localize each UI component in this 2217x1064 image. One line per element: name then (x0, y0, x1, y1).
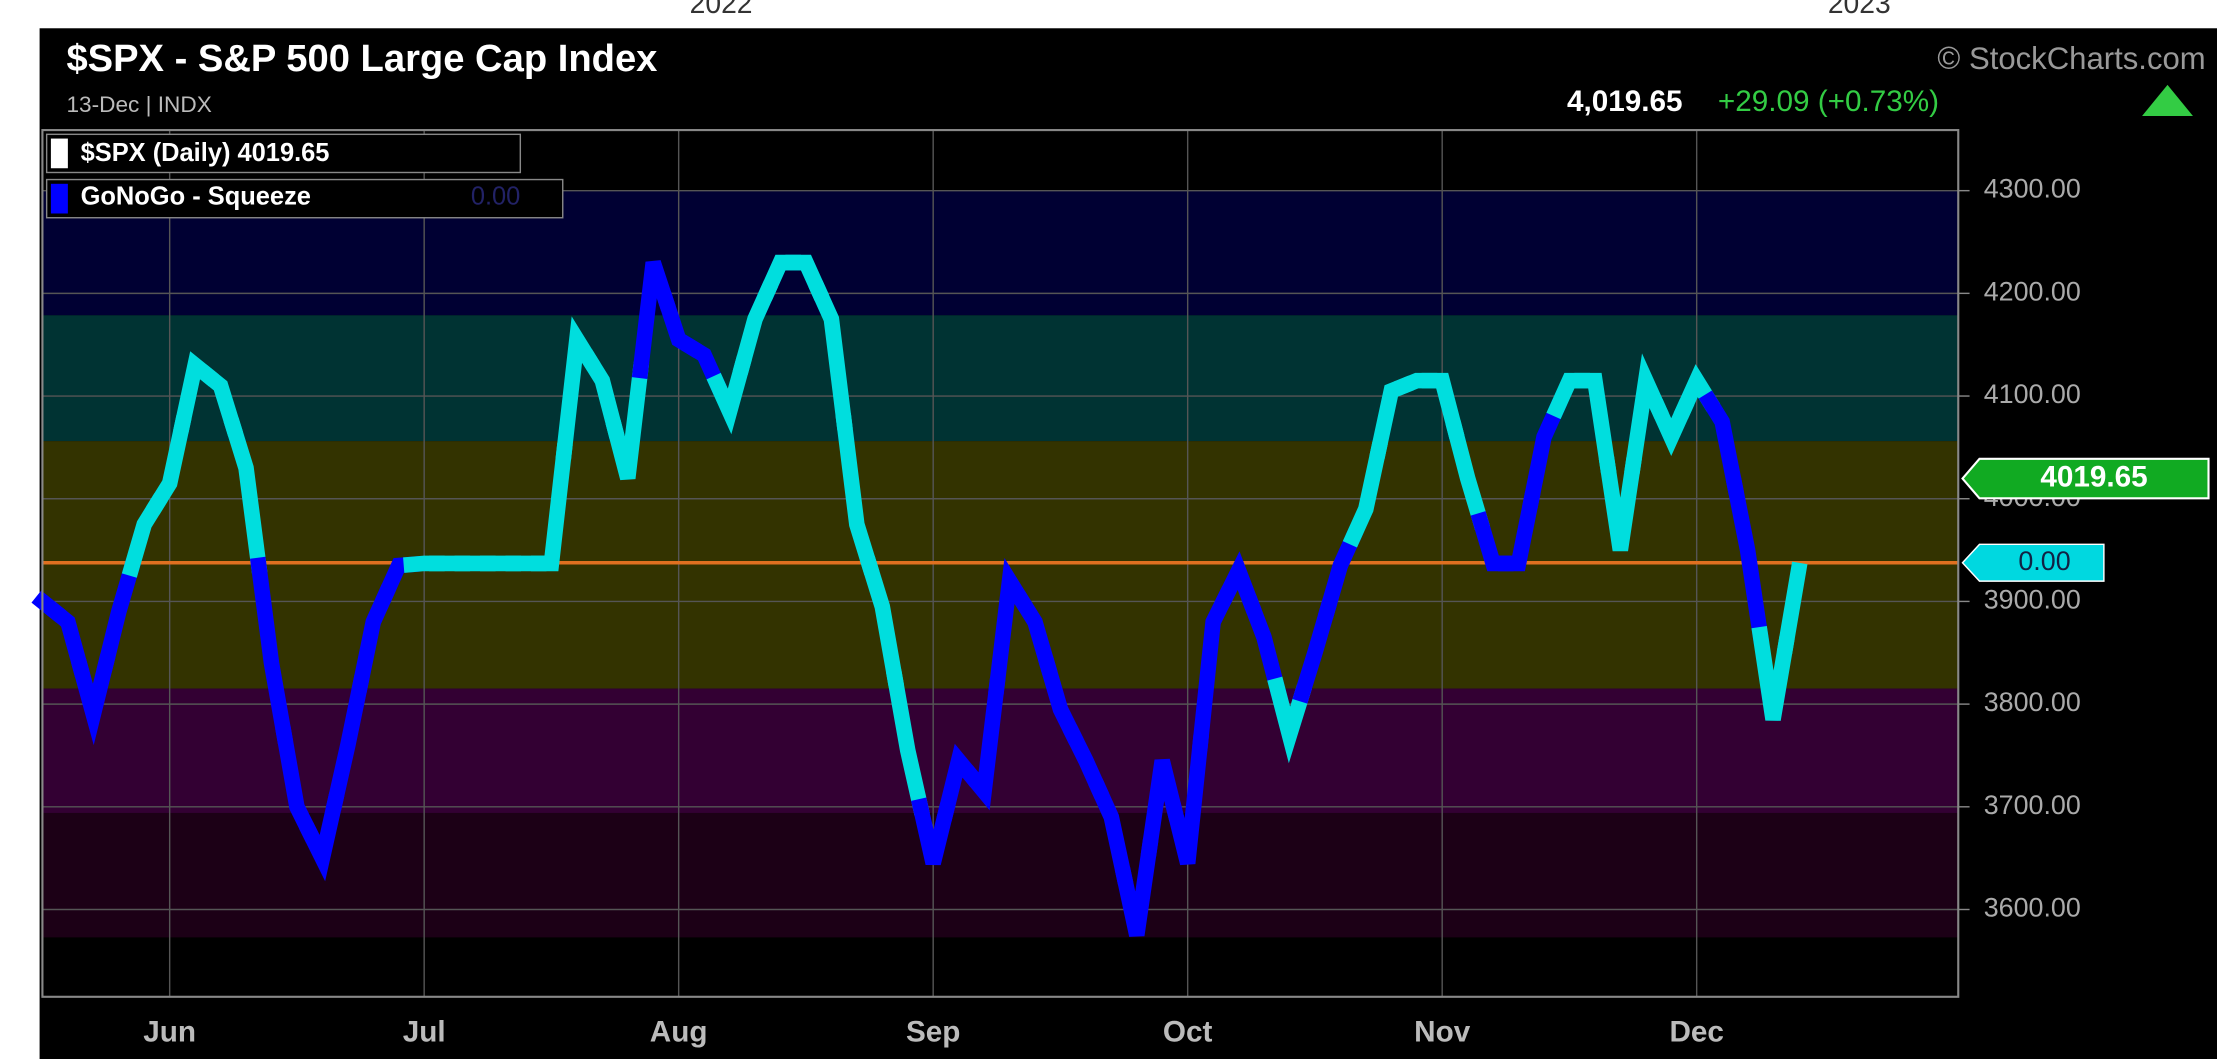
squeeze-tag-label: 0.00 (2018, 546, 2070, 576)
price-segment (808, 280, 853, 431)
price-segment (1140, 758, 1185, 857)
price-segment (988, 557, 1033, 695)
price-segment (250, 556, 294, 744)
price-segment (732, 280, 779, 375)
price-segment (1318, 526, 1364, 619)
price-change: +29.09 (+0.73%) (1718, 85, 1939, 118)
price-segment (1574, 372, 1617, 475)
price-segment (605, 361, 650, 481)
price-segment (785, 254, 829, 302)
x-tick-label: Jun (143, 1015, 196, 1048)
price-tag-label: 4019.65 (2040, 460, 2147, 493)
price-segment (71, 653, 116, 746)
price-segment (96, 558, 142, 673)
up-arrow (2142, 84, 2193, 116)
y-tick-label: 3800.00 (1984, 687, 2081, 717)
x-tick-label: Sep (906, 1015, 960, 1048)
price-segment (911, 797, 956, 866)
price-segment (1522, 398, 1567, 510)
legend-box (45, 133, 522, 174)
price-segment (1241, 593, 1287, 696)
price-segment (299, 792, 345, 882)
price-segment (1088, 778, 1134, 886)
price-segment (146, 415, 192, 515)
price-segment (1498, 491, 1541, 572)
price-segment (1624, 353, 1669, 475)
price-segment (1114, 839, 1159, 937)
price-segment (325, 674, 370, 811)
price-segment (1598, 456, 1642, 552)
legend-box (45, 178, 564, 219)
x-tick-label: Nov (1414, 1015, 1471, 1048)
y-tick-label: 4300.00 (1984, 174, 2081, 204)
y-tick-label: 3700.00 (1984, 790, 2081, 820)
y-tick-label: 3600.00 (1984, 893, 2081, 923)
last-price: 4,019.65 (1567, 85, 1683, 118)
price-segment (1648, 398, 1695, 457)
price-segment (1038, 655, 1084, 746)
price-segment (578, 349, 625, 439)
price-tag (1961, 457, 2210, 500)
price-segment (275, 725, 321, 843)
price-segment (835, 413, 880, 576)
y-tick-label: 4200.00 (1984, 276, 2081, 306)
price-segment (706, 355, 752, 435)
legend: $SPX (Daily) 4019.65 GoNoGo - Squeeze 0.… (45, 133, 564, 219)
price-segment (1673, 364, 1721, 420)
price-segment (1776, 561, 1808, 655)
y-tick-label: 4100.00 (1984, 379, 2081, 409)
price-segment (1267, 676, 1312, 764)
year-label: 2023 (1828, 0, 1891, 19)
price-segment (1751, 625, 1795, 721)
price-segment (1191, 585, 1237, 752)
legend-value: 0.00 (471, 183, 521, 211)
price-segment (555, 316, 601, 461)
price-segment (885, 669, 930, 817)
price-segment (351, 583, 397, 693)
x-tick-label: Dec (1669, 1015, 1723, 1048)
legend-label: GoNoGo - Squeeze (81, 183, 311, 211)
price-segment (1725, 476, 1770, 644)
legend-swatch (50, 138, 68, 169)
price-segment (631, 260, 676, 380)
price-segment (1165, 734, 1209, 866)
price-segment (1062, 724, 1109, 800)
price-segment (530, 442, 573, 572)
x-tick-label: Aug (650, 1015, 708, 1048)
zone-band (42, 812, 1959, 938)
price-segment (1445, 419, 1491, 531)
legend-label: $SPX (Daily) 4019.65 (81, 139, 330, 167)
price-segment (44, 600, 91, 678)
legend-swatch (50, 183, 68, 214)
price-segment (680, 336, 728, 394)
chart-title: $SPX - S&P 500 Large Cap Index (66, 37, 657, 80)
price-segment (1215, 551, 1262, 615)
price-segment (859, 555, 905, 688)
price-segment (1292, 599, 1338, 704)
price-segment (196, 364, 244, 437)
year-label: 2022 (690, 0, 753, 19)
plot (31, 254, 1959, 937)
chart-subtitle: 13-Dec | INDX (66, 92, 211, 117)
price-segment (1421, 372, 1465, 439)
price-segment (223, 417, 268, 575)
x-tick-label: Oct (1163, 1015, 1213, 1048)
plot-frame (41, 129, 1960, 998)
squeeze-tag (1961, 543, 2105, 582)
price-segment (121, 493, 168, 578)
credit: © StockCharts.com (1937, 41, 2205, 76)
price-segment (1011, 590, 1058, 676)
price-segment (1698, 390, 1744, 496)
y-tick-label: 3900.00 (1984, 585, 2081, 615)
price-segment (1342, 440, 1388, 548)
x-tick-label: Jul (403, 1015, 446, 1048)
price-segment (960, 677, 1006, 811)
